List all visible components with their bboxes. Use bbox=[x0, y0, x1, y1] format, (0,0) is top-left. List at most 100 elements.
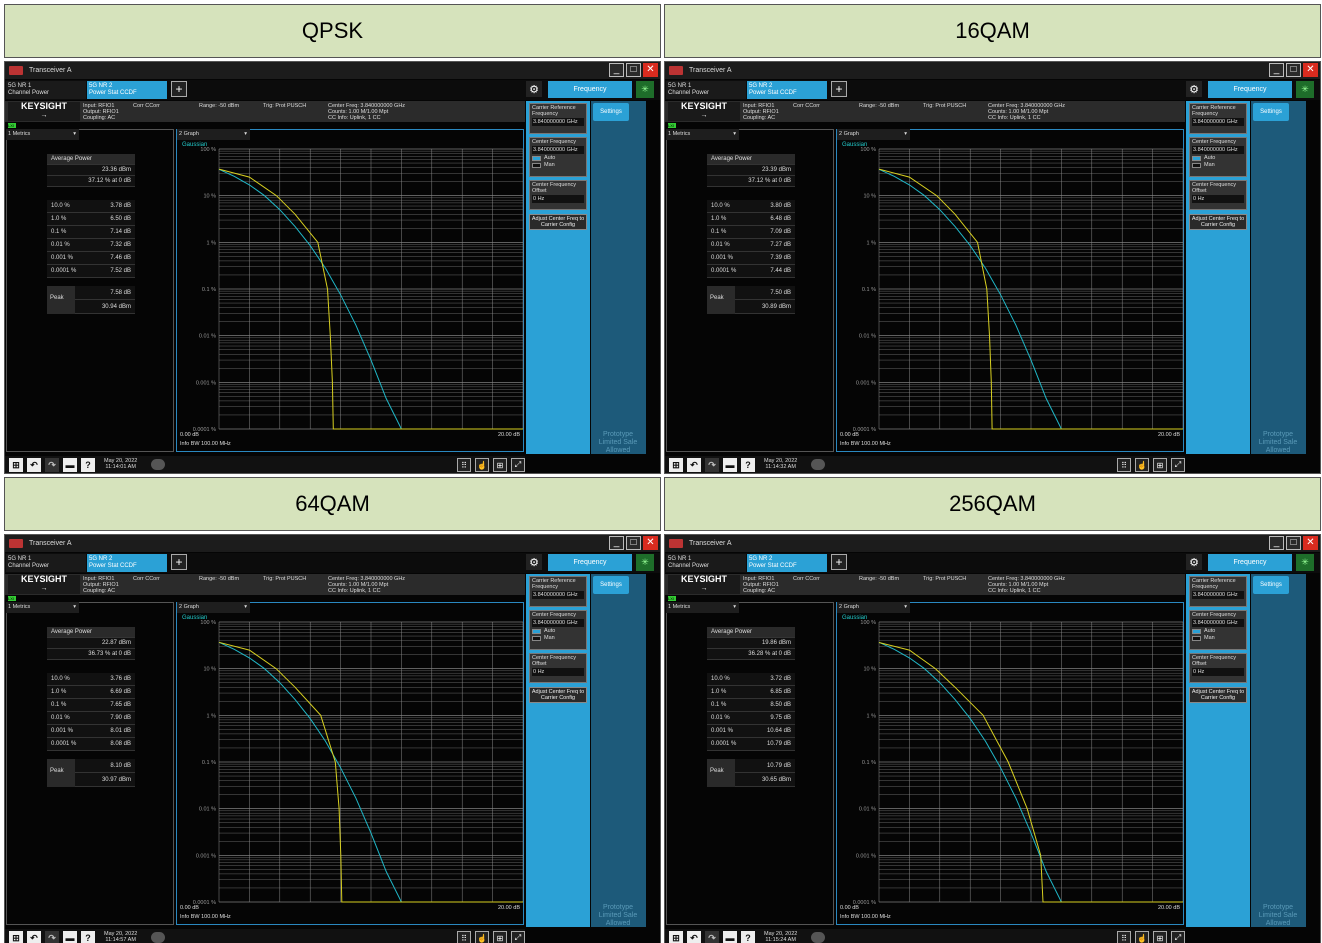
fullscreen-icon[interactable]: ⤢ bbox=[511, 458, 525, 472]
touch-icon[interactable]: ☝ bbox=[475, 458, 489, 472]
undo-icon[interactable]: ↶ bbox=[27, 931, 41, 943]
redo-icon[interactable]: ↷ bbox=[45, 458, 59, 472]
frequency-menu-button[interactable]: Frequency bbox=[548, 554, 632, 571]
keypad-icon[interactable]: ⠿ bbox=[457, 931, 471, 943]
auto-option[interactable]: Auto bbox=[532, 155, 584, 161]
redo-icon[interactable]: ↷ bbox=[705, 931, 719, 943]
undo-icon[interactable]: ↶ bbox=[687, 458, 701, 472]
window-grid-icon[interactable]: ⊞ bbox=[1153, 458, 1167, 472]
touch-icon[interactable]: ☝ bbox=[1135, 458, 1149, 472]
center-freq-offset-key[interactable]: Center Frequency Offset 0 Hz bbox=[1189, 180, 1247, 210]
graph-selector[interactable]: 2 Graph ▾ bbox=[177, 602, 250, 613]
redo-icon[interactable]: ↷ bbox=[705, 458, 719, 472]
add-tab-button[interactable]: + bbox=[171, 554, 187, 570]
chat-icon[interactable] bbox=[811, 459, 825, 470]
center-frequency-key[interactable]: Center Frequency 3.840000000 GHz Auto Ma… bbox=[529, 610, 587, 650]
auto-option[interactable]: Auto bbox=[1192, 155, 1244, 161]
frequency-menu-button[interactable]: Frequency bbox=[548, 81, 632, 98]
tab-power-stat-ccdf[interactable]: 5G NR 2 Power Stat CCDF bbox=[747, 554, 827, 572]
gear-icon[interactable]: ⚙ bbox=[526, 554, 542, 570]
chat-icon[interactable] bbox=[811, 932, 825, 943]
status-spinner-icon[interactable]: ✳ bbox=[1296, 81, 1314, 98]
maximize-icon[interactable]: □ bbox=[1286, 536, 1301, 550]
minimize-icon[interactable]: _ bbox=[1269, 63, 1284, 77]
center-frequency-key[interactable]: Center Frequency 3.840000000 GHz Auto Ma… bbox=[1189, 137, 1247, 177]
gear-icon[interactable]: ⚙ bbox=[1186, 554, 1202, 570]
status-spinner-icon[interactable]: ✳ bbox=[636, 554, 654, 571]
man-option[interactable]: Man bbox=[532, 635, 584, 641]
frequency-menu-button[interactable]: Frequency bbox=[1208, 554, 1292, 571]
center-frequency-key[interactable]: Center Frequency 3.840000000 GHz Auto Ma… bbox=[529, 137, 587, 177]
center-freq-offset-key[interactable]: Center Frequency Offset 0 Hz bbox=[529, 180, 587, 210]
help-icon[interactable]: ? bbox=[741, 931, 755, 943]
chat-icon[interactable] bbox=[151, 459, 165, 470]
settings-button[interactable]: Settings bbox=[1253, 576, 1289, 594]
tab-channel-power[interactable]: 5G NR 1 Channel Power bbox=[666, 81, 746, 99]
metrics-selector[interactable]: 1 Metrics ▾ bbox=[6, 602, 79, 613]
folder-icon[interactable]: ▬ bbox=[723, 458, 737, 472]
center-frequency-key[interactable]: Center Frequency 3.840000000 GHz Auto Ma… bbox=[1189, 610, 1247, 650]
tab-power-stat-ccdf[interactable]: 5G NR 2 Power Stat CCDF bbox=[747, 81, 827, 99]
auto-option[interactable]: Auto bbox=[532, 628, 584, 634]
undo-icon[interactable]: ↶ bbox=[27, 458, 41, 472]
help-icon[interactable]: ? bbox=[81, 931, 95, 943]
close-icon[interactable]: ✕ bbox=[1303, 63, 1318, 77]
close-icon[interactable]: ✕ bbox=[643, 536, 658, 550]
fullscreen-icon[interactable]: ⤢ bbox=[1171, 458, 1185, 472]
help-icon[interactable]: ? bbox=[741, 458, 755, 472]
center-freq-offset-key[interactable]: Center Frequency Offset 0 Hz bbox=[1189, 653, 1247, 683]
settings-button[interactable]: Settings bbox=[593, 576, 629, 594]
help-icon[interactable]: ? bbox=[81, 458, 95, 472]
maximize-icon[interactable]: □ bbox=[626, 536, 641, 550]
metrics-selector[interactable]: 1 Metrics ▾ bbox=[666, 129, 739, 140]
windows-icon[interactable]: ⊞ bbox=[669, 458, 683, 472]
metrics-window[interactable]: Average Power 22.87 dBm 36.73 % at 0 dB … bbox=[6, 602, 174, 925]
carrier-ref-freq-key[interactable]: Carrier Reference Frequency 3.840000000 … bbox=[529, 576, 587, 607]
graph-selector[interactable]: 2 Graph ▾ bbox=[177, 129, 250, 140]
tab-power-stat-ccdf[interactable]: 5G NR 2 Power Stat CCDF bbox=[87, 81, 167, 99]
tab-power-stat-ccdf[interactable]: 5G NR 2 Power Stat CCDF bbox=[87, 554, 167, 572]
metrics-window[interactable]: Average Power 23.36 dBm 37.12 % at 0 dB … bbox=[6, 129, 174, 452]
minimize-icon[interactable]: _ bbox=[609, 536, 624, 550]
status-spinner-icon[interactable]: ✳ bbox=[1296, 554, 1314, 571]
frequency-menu-button[interactable]: Frequency bbox=[1208, 81, 1292, 98]
folder-icon[interactable]: ▬ bbox=[723, 931, 737, 943]
undo-icon[interactable]: ↶ bbox=[687, 931, 701, 943]
carrier-ref-freq-key[interactable]: Carrier Reference Frequency 3.840000000 … bbox=[529, 103, 587, 134]
carrier-ref-freq-key[interactable]: Carrier Reference Frequency 3.840000000 … bbox=[1189, 103, 1247, 134]
minimize-icon[interactable]: _ bbox=[609, 63, 624, 77]
ccdf-graph-window[interactable]: 100 % 10 % 1 % 0.1 % 0.01 % 0.001 % 0.0001 % G… bbox=[836, 602, 1184, 925]
windows-icon[interactable]: ⊞ bbox=[9, 458, 23, 472]
tab-channel-power[interactable]: 5G NR 1 Channel Power bbox=[6, 81, 86, 99]
metrics-selector[interactable]: 1 Metrics ▾ bbox=[6, 129, 79, 140]
tab-channel-power[interactable]: 5G NR 1 Channel Power bbox=[6, 554, 86, 572]
center-freq-offset-key[interactable]: Center Frequency Offset 0 Hz bbox=[529, 653, 587, 683]
adjust-center-freq-button[interactable]: Adjust Center Freq to Carrier Config bbox=[1189, 214, 1247, 230]
maximize-icon[interactable]: □ bbox=[1286, 63, 1301, 77]
adjust-center-freq-button[interactable]: Adjust Center Freq to Carrier Config bbox=[1189, 687, 1247, 703]
carrier-ref-freq-key[interactable]: Carrier Reference Frequency 3.840000000 … bbox=[1189, 576, 1247, 607]
close-icon[interactable]: ✕ bbox=[1303, 536, 1318, 550]
graph-selector[interactable]: 2 Graph ▾ bbox=[837, 129, 910, 140]
add-tab-button[interactable]: + bbox=[831, 554, 847, 570]
adjust-center-freq-button[interactable]: Adjust Center Freq to Carrier Config bbox=[529, 214, 587, 230]
ccdf-graph-window[interactable]: 100 % 10 % 1 % 0.1 % 0.01 % 0.001 % 0.0001 % G… bbox=[836, 129, 1184, 452]
man-option[interactable]: Man bbox=[1192, 635, 1244, 641]
settings-button[interactable]: Settings bbox=[593, 103, 629, 121]
adjust-center-freq-button[interactable]: Adjust Center Freq to Carrier Config bbox=[529, 687, 587, 703]
add-tab-button[interactable]: + bbox=[171, 81, 187, 97]
windows-icon[interactable]: ⊞ bbox=[9, 931, 23, 943]
close-icon[interactable]: ✕ bbox=[643, 63, 658, 77]
ccdf-graph-window[interactable]: 100 % 10 % 1 % 0.1 % 0.01 % 0.001 % 0.0001 % G… bbox=[176, 602, 524, 925]
redo-icon[interactable]: ↷ bbox=[45, 931, 59, 943]
window-grid-icon[interactable]: ⊞ bbox=[493, 931, 507, 943]
keypad-icon[interactable]: ⠿ bbox=[1117, 458, 1131, 472]
touch-icon[interactable]: ☝ bbox=[475, 931, 489, 943]
keypad-icon[interactable]: ⠿ bbox=[457, 458, 471, 472]
folder-icon[interactable]: ▬ bbox=[63, 458, 77, 472]
tab-channel-power[interactable]: 5G NR 1 Channel Power bbox=[666, 554, 746, 572]
chat-icon[interactable] bbox=[151, 932, 165, 943]
settings-button[interactable]: Settings bbox=[1253, 103, 1289, 121]
maximize-icon[interactable]: □ bbox=[626, 63, 641, 77]
auto-option[interactable]: Auto bbox=[1192, 628, 1244, 634]
